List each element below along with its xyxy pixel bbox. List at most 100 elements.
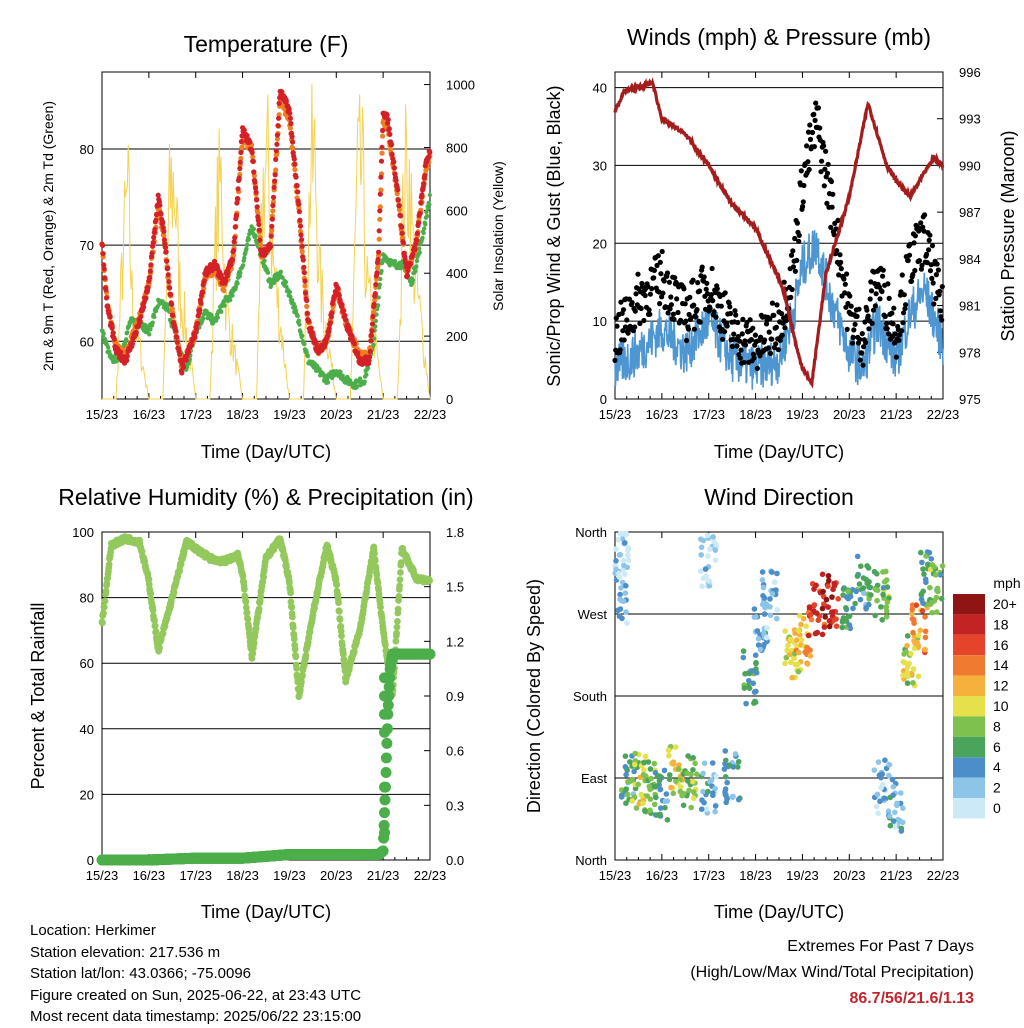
gust-point <box>829 204 835 210</box>
gust-point <box>767 350 774 356</box>
temp-9m-line-point <box>372 297 378 303</box>
temp-2m-line-point <box>236 175 242 181</box>
direction-point <box>804 661 811 667</box>
y2-tick-label: 981 <box>959 299 981 314</box>
gust-point <box>711 309 717 315</box>
temp-2m-line-point <box>276 100 282 106</box>
temp-2m-line-point <box>339 302 345 308</box>
gust-point <box>664 270 671 276</box>
dewpoint-line-point <box>340 373 345 378</box>
dewpoint-line-point <box>265 270 271 275</box>
x-tick-label: 17/23 <box>692 868 725 883</box>
direction-point <box>618 585 624 591</box>
direction-point <box>755 635 762 642</box>
temp-2m-line-point <box>195 320 201 326</box>
temp-2m-line-point <box>168 291 174 297</box>
temp-9m-line-point <box>255 210 261 216</box>
gust-point <box>939 317 945 323</box>
direction-point <box>722 786 729 792</box>
gust-point <box>783 318 789 324</box>
gust-point <box>691 302 697 308</box>
dewpoint-line-point <box>422 226 427 231</box>
direction-point <box>705 788 711 795</box>
dewpoint-line-point <box>413 269 418 274</box>
dewpoint-line-point <box>219 309 224 314</box>
x-tick-label: 17/23 <box>179 407 212 422</box>
dewpoint-line-point <box>244 246 249 251</box>
direction-point <box>680 802 687 809</box>
direction-point <box>915 673 922 680</box>
direction-point <box>690 767 696 773</box>
temp-2m-line-point <box>197 307 203 313</box>
temp-2m-line-point <box>188 342 194 348</box>
direction-point <box>709 760 716 766</box>
dewpoint-line-point <box>424 213 430 219</box>
y2-tick-label: 0.6 <box>446 744 464 759</box>
x-tick-label: 18/23 <box>739 407 772 422</box>
x-tick-label: 16/23 <box>133 868 166 883</box>
temp-2m-line-point <box>374 270 380 276</box>
direction-point <box>624 791 631 798</box>
direction-point <box>689 778 696 785</box>
direction-point <box>782 628 788 634</box>
temp-2m-line-point <box>271 184 277 190</box>
direction-point <box>900 672 906 679</box>
gust-point <box>844 271 850 277</box>
direction-point <box>623 609 629 615</box>
extremes-title: Extremes For Past 7 Days <box>787 938 974 955</box>
gust-point <box>857 336 863 343</box>
temp-2m-line-point <box>254 204 260 210</box>
temp-2m-line-point <box>198 300 204 306</box>
direction-point <box>873 803 880 810</box>
dewpoint-line-point <box>305 354 310 359</box>
temp-2m-line-point <box>302 290 309 296</box>
direction-point <box>618 794 625 800</box>
humidity-point <box>289 624 297 632</box>
direction-point <box>623 531 630 537</box>
gust-point <box>624 317 630 323</box>
gust-point <box>773 341 779 347</box>
gust-point <box>661 278 667 284</box>
station-info: Location: Herkimer Station elevation: 21… <box>30 920 361 1028</box>
gust-point <box>747 317 753 323</box>
gust-point <box>731 331 737 337</box>
dewpoint-line-point <box>251 226 256 232</box>
temp-2m-line-point <box>109 321 115 327</box>
x-tick-label: 21/23 <box>880 407 913 422</box>
dewpoint-line-point <box>287 289 292 295</box>
direction-point <box>908 650 914 657</box>
direction-point <box>613 546 619 552</box>
temp-2m-line-point <box>229 257 236 263</box>
gust-point <box>825 161 831 167</box>
precip-line <box>96 648 436 866</box>
gust-point <box>691 326 698 332</box>
temp-9m-line-point <box>221 288 227 294</box>
direction-point <box>730 764 737 770</box>
temp-9m-line-point <box>250 154 256 160</box>
direction-point <box>919 608 926 614</box>
y2-tick-label: 1.5 <box>446 580 464 595</box>
direction-point <box>722 774 729 780</box>
temp-2m-line-point <box>297 223 304 229</box>
temp-2m-line-point <box>179 370 185 376</box>
humidity-point <box>396 582 403 590</box>
temp-2m-line-point <box>153 211 160 218</box>
gust-point <box>926 247 932 253</box>
temp-2m-line-point <box>174 334 180 340</box>
y-axis-label: Direction (Colored By Speed) <box>524 579 544 813</box>
temp-2m-line-point <box>238 149 244 156</box>
direction-point <box>795 628 802 634</box>
gust-point <box>905 257 911 264</box>
gust-point <box>880 267 886 273</box>
direction-point <box>789 674 795 681</box>
direction-point <box>705 578 712 584</box>
gust-point <box>647 311 653 317</box>
temp-2m-line-point <box>376 249 382 255</box>
temp-2m-line-point <box>270 202 276 209</box>
y-axis-label: Sonic/Prop Wind & Gust (Blue, Black) <box>544 85 564 386</box>
precip-point <box>381 737 393 749</box>
temp-2m-line-point <box>298 232 304 238</box>
temp-2m-line-point <box>301 264 307 270</box>
